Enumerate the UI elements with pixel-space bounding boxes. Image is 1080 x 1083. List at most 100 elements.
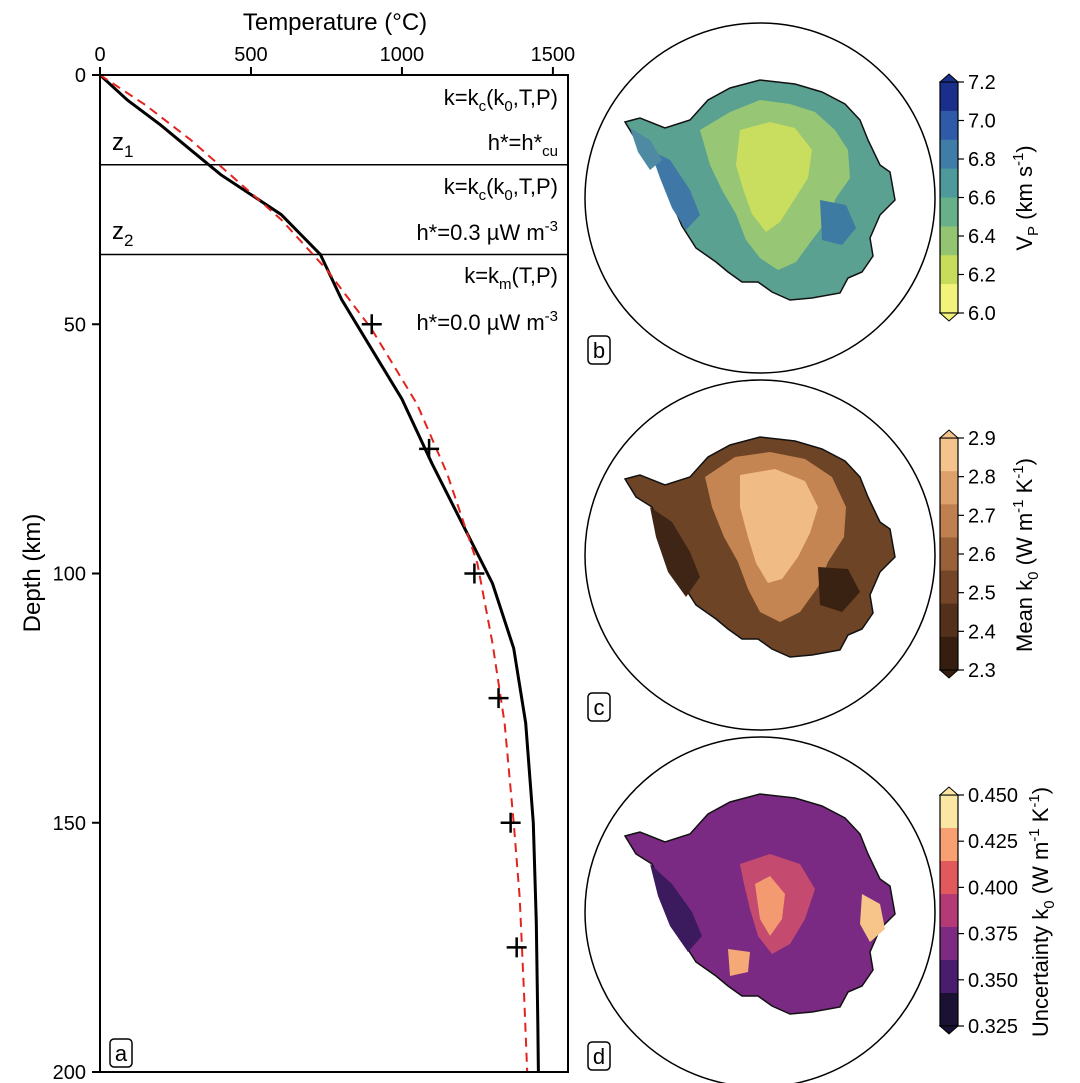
plus-marker [464, 563, 485, 584]
layer3-h-text: h*=0.0 µW m-3 [416, 308, 558, 335]
colorbar-swatch [940, 255, 958, 285]
layer2-h-text: h*=0.3 µW m-3 [416, 218, 558, 245]
colorbar-tick-label: 0.375 [968, 924, 1018, 946]
colorbar-swatch [940, 197, 958, 227]
colorbar-d: 0.450 0.425 0.400 0.375 0.350 0.325 [938, 785, 1018, 1038]
panel-c-mean-k0-map: 2.9 2.8 2.7 2.6 2.5 2.4 2.3 Mean k0 (W m-1 K-1… [584, 379, 1042, 731]
series-dashed-red [100, 75, 529, 1072]
colorbar-swatch [940, 226, 958, 256]
colorbar-tick-label: 0.425 [968, 831, 1018, 853]
colorbar-top-triangle [938, 73, 960, 83]
colorbar-b: 7.2 7.0 6.8 6.6 6.4 6.2 6.0 [938, 72, 996, 325]
colorbar-swatch [940, 139, 958, 170]
colorbar-swatch [940, 438, 958, 472]
colorbar-swatch [940, 894, 958, 928]
panel-a-temperature-profile: Temperature (°C) Depth (km) 0 500 1000 1500… [19, 9, 575, 1083]
y-tick-label: 0 [75, 65, 86, 87]
colorbar-top-triangle [938, 786, 960, 796]
colorbar-tick-label: 0.450 [968, 785, 1018, 807]
z2-label: z2 [112, 218, 133, 250]
colorbar-tick-label: 7.0 [968, 111, 996, 133]
colorbar-swatch [940, 960, 958, 994]
colorbar-tick-label: 0.400 [968, 877, 1018, 899]
colorbar-swatch [940, 110, 958, 141]
colorbar-tick-label: 6.6 [968, 188, 996, 210]
plus-markers [361, 314, 527, 958]
colorbar-tick-label: 6.2 [968, 265, 996, 287]
panel-b-vp-map: 7.2 7.0 6.8 6.6 6.4 6.2 6.0 VP (km s-1) b [584, 22, 1042, 374]
colorbar-swatch [940, 82, 958, 112]
y-tick-label: 100 [53, 564, 86, 586]
svg-text:a: a [115, 1041, 128, 1066]
colorbar-tick-label: 2.5 [968, 583, 996, 605]
colorbar-bottom-triangle [938, 1025, 960, 1035]
colorbar-swatch [940, 861, 958, 895]
layer1-k-text: k=kc(k0,T,P) [444, 85, 558, 115]
x-tick-label: 1500 [531, 44, 576, 66]
colorbar-bottom-triangle [938, 669, 960, 679]
layer-annotations: k=kc(k0,T,P) h*=h*cu k=kc(k0,T,P) h*=0.3… [416, 85, 558, 335]
colorbar-swatch [940, 570, 958, 605]
colorbar-top-triangle [938, 429, 960, 439]
colorbar-swatch [940, 471, 958, 505]
colorbar-tick-label: 2.7 [968, 505, 996, 527]
colorbar-tick-label: 2.4 [968, 621, 996, 643]
panel-d-uncertainty-k0-map: 0.450 0.425 0.400 0.375 0.350 0.325 Uncertain… [584, 736, 1058, 1083]
layer-boundaries [100, 163, 568, 256]
plot-frame [99, 74, 569, 1073]
z1-label: z1 [112, 129, 133, 161]
colorbar-swatch [940, 795, 958, 829]
colorbar-bottom-triangle [938, 312, 960, 322]
colorbar-tick-label: 6.4 [968, 226, 996, 248]
panel-label-a: a [109, 1038, 133, 1068]
svg-text:c: c [594, 695, 605, 720]
y-tick-label: 50 [64, 314, 86, 336]
colorbar-tick-label: 2.3 [968, 660, 996, 682]
map-circle [584, 22, 936, 374]
colorbar-swatch [940, 636, 958, 671]
x-tick-label: 0 [94, 44, 105, 66]
colorbar-tick-label: 6.8 [968, 149, 996, 171]
colorbar-swatch [940, 504, 958, 538]
series-solid-black [100, 75, 540, 1072]
colorbar-swatch [940, 537, 958, 572]
x-axis-ticks: 0 500 1000 1500 [94, 44, 575, 75]
colorbar-c-label: Mean k0 (W m-1 K-1) [1010, 458, 1042, 652]
svg-text:b: b [593, 338, 605, 363]
plus-marker [500, 812, 521, 833]
colorbar-c: 2.9 2.8 2.7 2.6 2.5 2.4 2.3 [938, 428, 996, 682]
y-axis-label: Depth (km) [19, 514, 46, 633]
layer2-k-text: k=kc(k0,T,P) [444, 174, 558, 204]
colorbar-tick-label: 7.2 [968, 72, 996, 94]
colorbar-tick-label: 2.6 [968, 544, 996, 566]
y-tick-label: 200 [53, 1062, 86, 1083]
colorbar-swatch [940, 603, 958, 638]
colorbar-tick-label: 0.350 [968, 970, 1018, 992]
colorbar-d-label: Uncertainty k0 (W m-1 K-1) [1026, 787, 1058, 1037]
plus-marker [488, 688, 509, 709]
colorbar-swatch [940, 828, 958, 862]
svg-text:d: d [593, 1044, 605, 1069]
x-tick-label: 1000 [380, 44, 425, 66]
colorbar-tick-label: 0.325 [968, 1016, 1018, 1038]
plus-marker [419, 438, 440, 459]
panel-label-c: c [587, 692, 611, 722]
colorbar-tick-label: 6.0 [968, 303, 996, 325]
panel-label-b: b [587, 335, 611, 365]
y-tick-label: 150 [53, 813, 86, 835]
plus-marker [506, 937, 527, 958]
colorbar-swatch [940, 927, 958, 961]
x-tick-label: 500 [234, 44, 267, 66]
y-axis-ticks: 0 50 100 150 200 [53, 65, 100, 1083]
layer1-h-text: h*=h*cu [488, 130, 558, 160]
colorbar-b-label: VP (km s-1) [1010, 145, 1042, 250]
colorbar-swatch [940, 168, 958, 198]
panel-label-d: d [587, 1041, 611, 1071]
layer3-k-text: k=km(T,P) [464, 263, 558, 293]
colorbar-tick-label: 2.8 [968, 467, 996, 489]
plus-marker [361, 314, 382, 335]
map-circle [584, 736, 936, 1083]
x-axis-label: Temperature (°C) [243, 9, 427, 36]
colorbar-swatch [940, 993, 958, 1027]
